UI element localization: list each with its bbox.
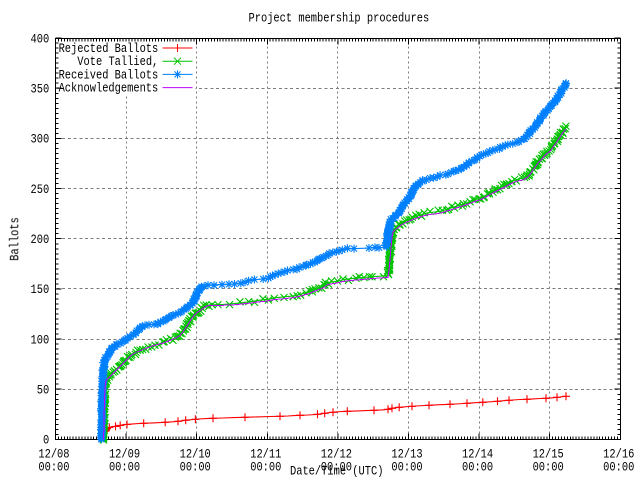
svg-text:400: 400 [30, 31, 49, 47]
svg-text:12/16: 12/16 [603, 446, 634, 462]
svg-text:Vote Tallied,: Vote Tallied, [77, 54, 158, 70]
svg-text:00:00: 00:00 [391, 459, 422, 475]
svg-text:12/14: 12/14 [462, 446, 493, 462]
svg-text:00:00: 00:00 [462, 459, 493, 475]
svg-text:Acknowledgements: Acknowledgements [59, 80, 159, 96]
svg-text:00:00: 00:00 [180, 459, 211, 475]
svg-text:12/09: 12/09 [109, 446, 140, 462]
svg-text:250: 250 [30, 182, 49, 198]
svg-text:0: 0 [43, 432, 49, 448]
svg-text:100: 100 [30, 332, 49, 348]
svg-text:00:00: 00:00 [321, 459, 352, 475]
svg-text:00:00: 00:00 [533, 459, 564, 475]
svg-text:12/08: 12/08 [38, 446, 69, 462]
svg-text:00:00: 00:00 [109, 459, 140, 475]
svg-text:12/10: 12/10 [180, 446, 211, 462]
svg-text:200: 200 [30, 232, 49, 248]
svg-text:12/13: 12/13 [391, 446, 422, 462]
svg-text:Project membership procedures: Project membership procedures [249, 10, 430, 26]
svg-text:Received Ballots: Received Ballots [59, 67, 159, 83]
svg-text:00:00: 00:00 [603, 459, 634, 475]
svg-text:12/12: 12/12 [321, 446, 352, 462]
svg-text:Ballots: Ballots [7, 217, 23, 261]
svg-text:350: 350 [30, 81, 49, 97]
svg-text:50: 50 [37, 382, 49, 398]
svg-text:300: 300 [30, 131, 49, 147]
svg-text:12/15: 12/15 [533, 446, 564, 462]
svg-text:12/11: 12/11 [250, 446, 281, 462]
svg-text:Rejected Ballots: Rejected Ballots [59, 41, 159, 57]
svg-text:150: 150 [30, 282, 49, 298]
svg-text:00:00: 00:00 [38, 459, 69, 475]
svg-text:Date/Time (UTC): Date/Time (UTC) [290, 463, 383, 479]
svg-text:00:00: 00:00 [250, 459, 281, 475]
